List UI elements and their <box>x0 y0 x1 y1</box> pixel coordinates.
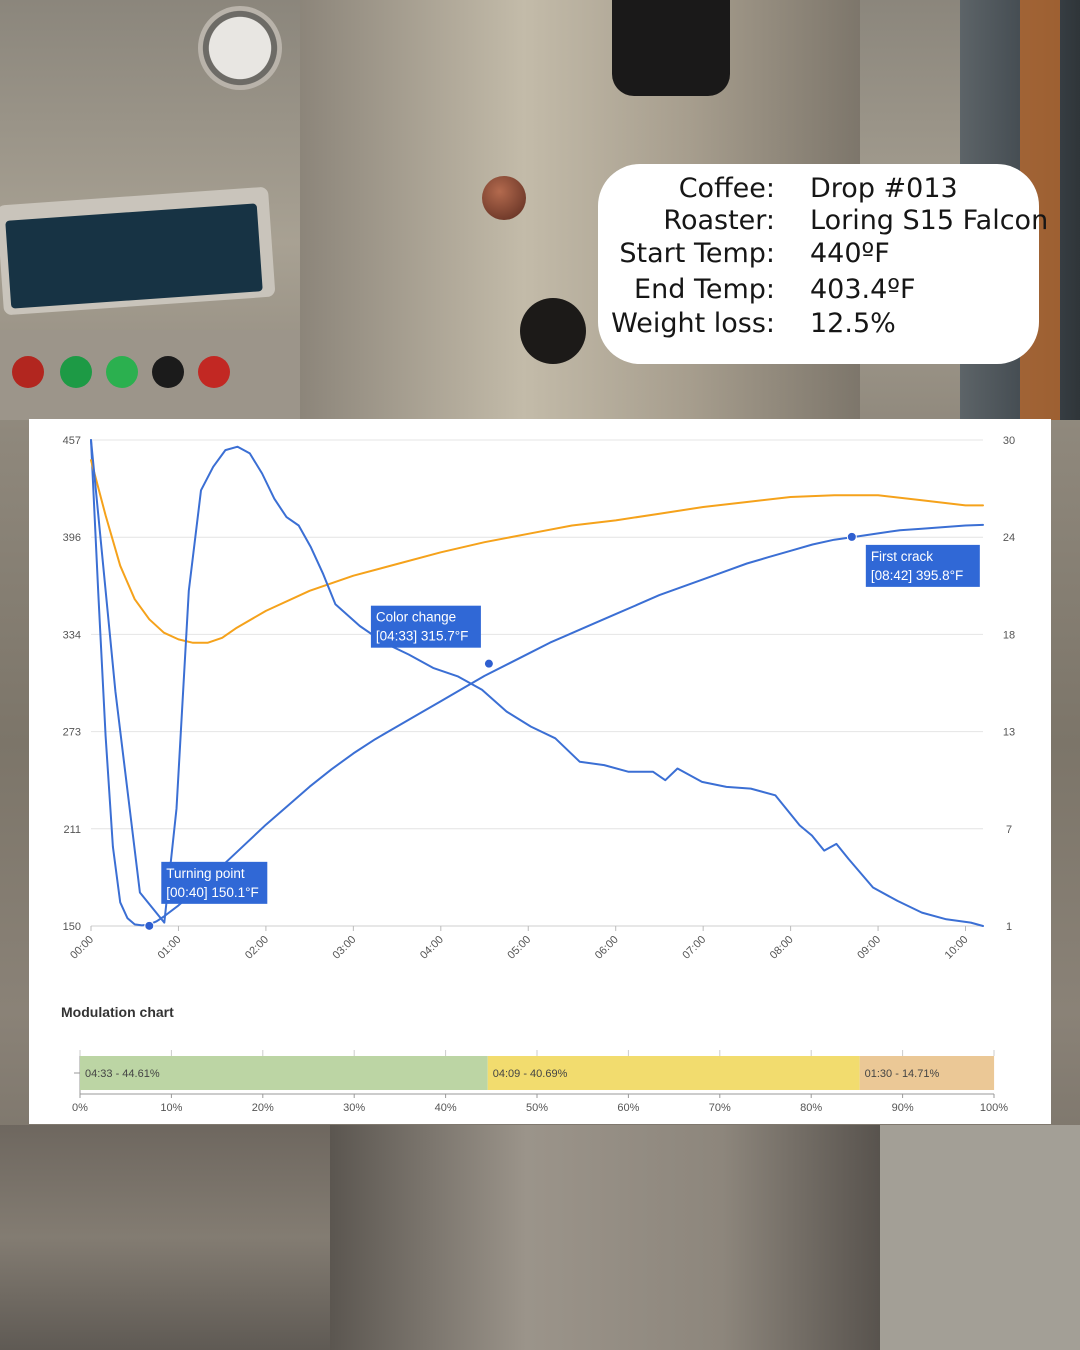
annotation-marker <box>846 531 857 542</box>
info-value: Loring S15 Falcon <box>810 205 1049 236</box>
indicator-light-black <box>152 356 184 388</box>
control-screen <box>5 203 263 309</box>
info-label: End Temp: <box>634 274 775 305</box>
x-tick-label: 10:00 <box>943 934 971 962</box>
x-tick-label: 01:00 <box>156 934 184 962</box>
y-right-tick-label: 30 <box>1003 435 1015 447</box>
annotation-value: [08:42] 395.8°F <box>871 568 963 583</box>
roast-info-card: Coffee: Drop #013 Roaster: Loring S15 Fa… <box>598 164 1048 364</box>
annotation-value: [04:33] 315.7°F <box>376 629 468 644</box>
x-tick-label: 05:00 <box>505 934 533 962</box>
mod-bar-segment <box>859 1056 995 1090</box>
y-left-tick-label: 396 <box>63 532 81 544</box>
knob <box>482 176 526 220</box>
mod-x-tick-label: 100% <box>980 1102 1008 1114</box>
mod-x-tick-label: 20% <box>252 1102 274 1114</box>
info-row-coffee: Coffee: Drop #013 <box>598 173 1039 207</box>
x-tick-label: 04:00 <box>418 934 446 962</box>
mod-bar-label: 04:33 - 44.61% <box>85 1068 160 1080</box>
annotation-label: Turning point <box>166 866 245 881</box>
annotation-value: [00:40] 150.1°F <box>166 885 258 900</box>
info-label: Weight loss: <box>611 308 775 339</box>
x-tick-label: 07:00 <box>680 934 708 962</box>
info-row-start-temp: Start Temp: 440ºF <box>598 238 1039 272</box>
annotation-label: Color change <box>376 610 456 625</box>
cooling-drum <box>330 1125 890 1350</box>
floor <box>880 1125 1080 1350</box>
pressure-gauge <box>198 6 282 90</box>
bean-temp-line <box>90 439 984 927</box>
indicator-light-red <box>198 356 230 388</box>
info-row-end-temp: End Temp: 403.4ºF <box>598 274 1039 308</box>
info-value: Drop #013 <box>810 173 958 204</box>
annotation-marker <box>483 658 494 669</box>
indicator-light-red <box>12 356 44 388</box>
y-right-tick-label: 13 <box>1003 727 1015 739</box>
x-tick-label: 08:00 <box>768 934 796 962</box>
annotation-box <box>161 861 268 904</box>
hopper-part <box>612 0 730 96</box>
mod-x-tick-label: 0% <box>72 1102 88 1114</box>
mod-x-tick-label: 90% <box>892 1102 914 1114</box>
mod-bar-label: 01:30 - 14.71% <box>865 1068 940 1080</box>
x-tick-label: 03:00 <box>331 934 359 962</box>
y-left-tick-label: 273 <box>63 727 81 739</box>
modulation-chart-title: Modulation chart <box>61 1004 174 1020</box>
info-label: Start Temp: <box>619 238 775 269</box>
info-label: Coffee: <box>678 173 775 204</box>
x-tick-label: 02:00 <box>243 934 271 962</box>
y-right-tick-label: 1 <box>1006 921 1012 933</box>
mod-x-tick-label: 70% <box>709 1102 731 1114</box>
annotation-label: First crack <box>871 549 933 564</box>
info-row-roaster: Roaster: Loring S15 Falcon <box>598 205 1048 239</box>
mod-x-tick-label: 50% <box>526 1102 548 1114</box>
info-value: 403.4ºF <box>810 274 916 305</box>
y-right-tick-label: 24 <box>1003 532 1015 544</box>
mod-bar-segment <box>487 1056 860 1090</box>
x-tick-label: 00:00 <box>68 934 96 962</box>
mod-x-tick-label: 80% <box>800 1102 822 1114</box>
annotation-marker <box>144 920 155 931</box>
annotation-box <box>370 605 481 648</box>
mod-bar-label: 04:09 - 40.69% <box>493 1068 568 1080</box>
y-left-tick-label: 150 <box>63 921 81 933</box>
control-panel <box>0 330 300 420</box>
mod-x-tick-label: 10% <box>160 1102 182 1114</box>
y-right-tick-label: 18 <box>1003 629 1015 641</box>
info-label: Roaster: <box>663 205 775 236</box>
info-value: 12.5% <box>810 308 896 339</box>
roast-chart-card: 457 396 334 273 211 150 30 24 18 13 7 1 00:00 01:00 02… <box>29 419 1051 1124</box>
indicator-light-green <box>60 356 92 388</box>
x-tick-label: 06:00 <box>593 934 621 962</box>
x-tick-label: 09:00 <box>855 934 883 962</box>
y-right-tick-label: 7 <box>1006 824 1012 836</box>
sight-hole <box>520 298 586 364</box>
mod-x-tick-label: 60% <box>617 1102 639 1114</box>
annotation-box <box>865 544 980 587</box>
info-row-weight-loss: Weight loss: 12.5% <box>598 308 1039 342</box>
y-left-tick-label: 211 <box>63 824 81 836</box>
mod-bar-segment <box>80 1056 488 1090</box>
info-value: 440ºF <box>810 238 890 269</box>
y-left-tick-label: 334 <box>63 629 81 641</box>
y-left-tick-label: 457 <box>63 435 81 447</box>
indicator-light-green <box>106 356 138 388</box>
roast-profile-chart: 457 396 334 273 211 150 30 24 18 13 7 1 00:00 01:00 02… <box>63 435 1015 1114</box>
air-temp-line <box>90 439 984 927</box>
rate-of-rise-line <box>90 459 984 644</box>
mod-x-tick-label: 30% <box>343 1102 365 1114</box>
mod-x-tick-label: 40% <box>435 1102 457 1114</box>
